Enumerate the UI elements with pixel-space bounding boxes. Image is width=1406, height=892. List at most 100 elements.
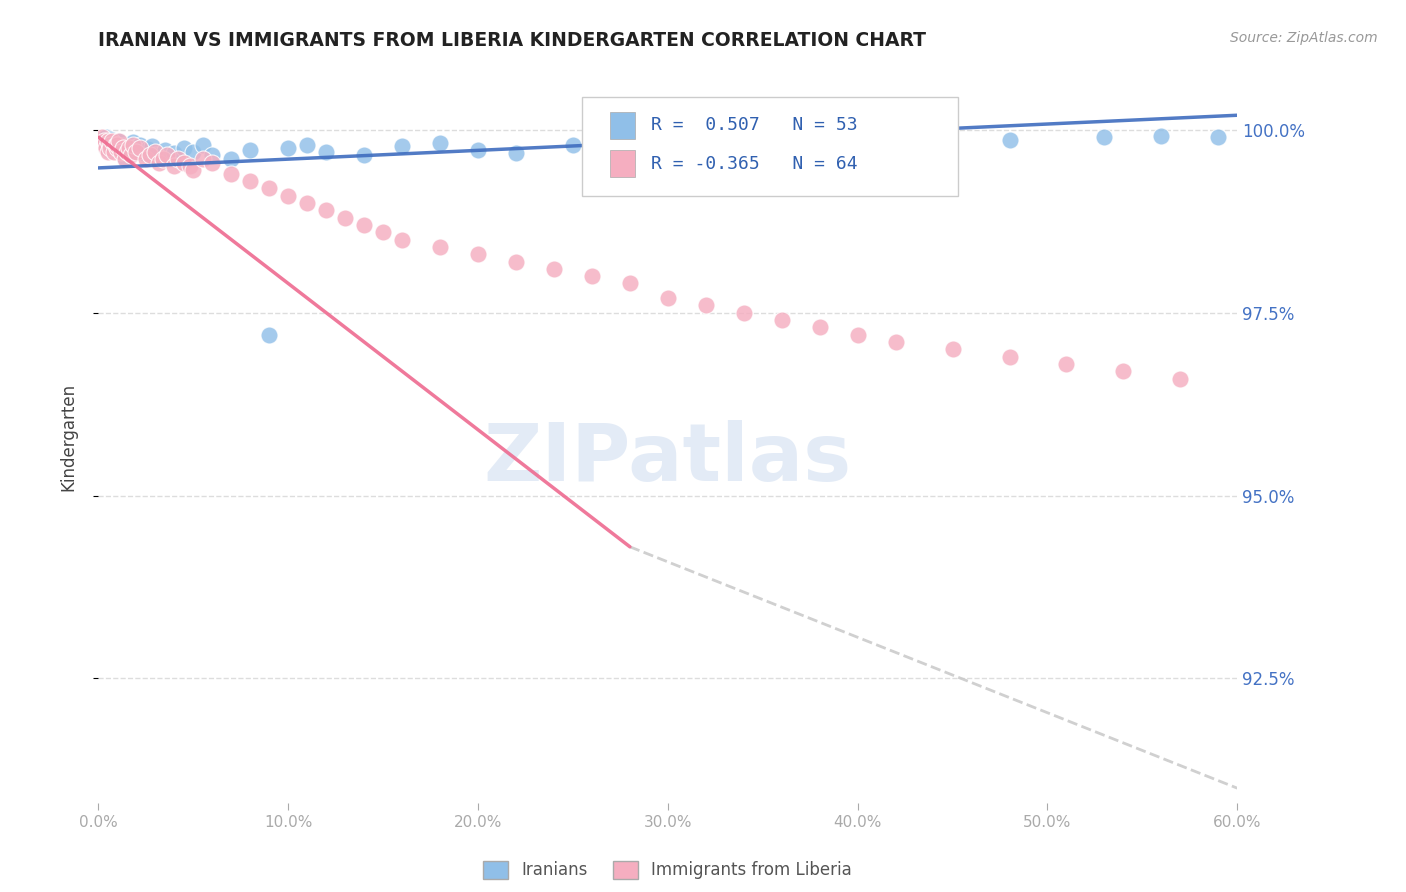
FancyBboxPatch shape (610, 112, 636, 139)
Point (115, 142, 138, 156)
Point (581, 269, 603, 284)
Point (110, 145, 132, 159)
Point (114, 152, 136, 166)
Point (108, 134, 131, 148)
Point (136, 142, 159, 156)
Point (108, 134, 131, 148)
Point (97, 134, 120, 148)
Point (1170, 371, 1192, 385)
Point (391, 233, 413, 247)
Point (277, 188, 299, 202)
Point (145, 148, 167, 162)
Point (1150, 128, 1173, 143)
Text: Source: ZipAtlas.com: Source: ZipAtlas.com (1230, 31, 1378, 45)
Point (770, 135, 793, 149)
Point (120, 148, 142, 162)
Point (562, 137, 585, 152)
Point (998, 350, 1021, 364)
Point (124, 144, 146, 158)
Point (118, 139, 141, 153)
Point (998, 133, 1021, 147)
Point (221, 152, 243, 166)
Point (173, 141, 195, 155)
Point (104, 140, 127, 154)
Point (112, 141, 135, 155)
Y-axis label: Kindergarten: Kindergarten (59, 383, 77, 491)
Point (103, 135, 125, 149)
Point (335, 211, 357, 225)
Text: IRANIAN VS IMMIGRANTS FROM LIBERIA KINDERGARTEN CORRELATION CHART: IRANIAN VS IMMIGRANTS FROM LIBERIA KINDE… (98, 31, 927, 50)
Point (115, 145, 138, 159)
Point (114, 152, 136, 166)
Point (91, 130, 114, 145)
Point (179, 160, 201, 174)
Point (145, 145, 167, 159)
Point (429, 136, 451, 150)
Point (733, 306, 755, 320)
Point (808, 320, 831, 334)
Point (183, 163, 205, 178)
Point (353, 218, 375, 232)
Point (239, 174, 262, 188)
Point (505, 146, 527, 161)
Text: R =  0.507   N = 53: R = 0.507 N = 53 (651, 117, 858, 135)
Point (125, 140, 148, 154)
Point (467, 144, 489, 158)
Legend: Iranians, Immigrants from Liberia: Iranians, Immigrants from Liberia (477, 854, 859, 886)
Point (173, 155, 195, 169)
Point (132, 146, 155, 161)
Point (167, 152, 190, 166)
Point (391, 139, 413, 153)
Point (100, 137, 122, 152)
Point (543, 261, 565, 276)
Point (191, 137, 214, 152)
Point (129, 141, 152, 155)
Point (297, 196, 319, 211)
Point (107, 136, 129, 150)
Point (1094, 130, 1116, 145)
Point (148, 155, 170, 169)
Point (163, 160, 186, 174)
Point (93, 136, 115, 150)
Point (505, 254, 527, 268)
Point (110, 145, 132, 159)
Point (297, 137, 319, 152)
Point (103, 145, 125, 159)
Point (100, 134, 122, 148)
Point (107, 137, 129, 152)
Point (191, 152, 214, 166)
Point (922, 131, 945, 145)
Point (94, 130, 117, 145)
Point (1208, 130, 1230, 145)
Point (107, 141, 129, 155)
Point (201, 148, 224, 162)
Point (619, 134, 641, 148)
Point (1112, 364, 1135, 378)
Point (695, 131, 717, 145)
Point (239, 144, 262, 158)
Point (141, 139, 163, 153)
Point (259, 327, 281, 342)
Point (93, 137, 115, 152)
Point (121, 137, 143, 152)
Point (129, 137, 152, 152)
Point (846, 327, 869, 342)
Point (118, 141, 141, 155)
Point (94, 141, 117, 155)
Text: R = -0.365   N = 64: R = -0.365 N = 64 (651, 154, 858, 172)
Point (942, 343, 965, 357)
Point (97, 144, 120, 158)
Point (657, 291, 679, 305)
Point (93, 134, 115, 148)
Point (152, 152, 174, 166)
Point (201, 155, 224, 169)
Point (373, 225, 395, 239)
Point (315, 145, 337, 159)
Point (104, 137, 127, 152)
Point (138, 148, 160, 162)
Point (259, 181, 281, 195)
Point (429, 240, 451, 254)
FancyBboxPatch shape (582, 97, 959, 195)
Point (120, 146, 142, 161)
Point (1056, 357, 1078, 371)
